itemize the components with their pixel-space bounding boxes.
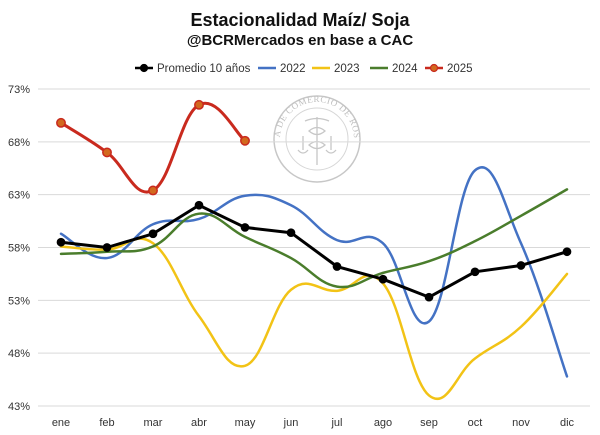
x-tick-label: jun: [283, 417, 299, 429]
legend-label: 2023: [334, 63, 360, 75]
point-promedio-10-a-os: [562, 247, 572, 257]
point-promedio-10-a-os: [516, 261, 526, 270]
legend: Promedio 10 años 2022 2023 2024 2025: [135, 63, 473, 75]
legend-marker: [139, 63, 149, 73]
x-tick-label: may: [235, 417, 256, 429]
y-axis: 43% 48% 53% 58% 63% 68% 73%: [8, 84, 30, 413]
series-line-promedio-10-a-os: [59, 203, 569, 299]
x-tick-label: feb: [99, 417, 114, 429]
point-promedio-10-a-os: [102, 243, 112, 252]
series-line-2022: [59, 166, 569, 378]
point-promedio-10-a-os: [148, 229, 158, 239]
x-tick-label: sep: [420, 417, 438, 429]
point-2025: [194, 99, 204, 110]
x-tick-label: ene: [52, 417, 70, 429]
point-promedio-10-a-os: [470, 267, 480, 277]
y-tick-label: 73%: [8, 84, 30, 96]
caduceus-icon: [297, 117, 337, 165]
y-tick-label: 63%: [8, 190, 30, 202]
y-tick-label: 43%: [8, 401, 30, 413]
x-tick-label: abr: [191, 417, 207, 429]
x-tick-label: oct: [468, 417, 483, 429]
point-promedio-10-a-os: [194, 200, 204, 210]
point-promedio-10-a-os: [424, 292, 434, 302]
point-promedio-10-a-os: [286, 228, 296, 238]
x-tick-label: jul: [330, 417, 342, 429]
chart-title: Estacionalidad Maíz/ Soja: [190, 10, 410, 30]
series-line-2025: [59, 101, 247, 194]
y-tick-label: 53%: [8, 295, 30, 307]
grid: [38, 88, 590, 407]
point-promedio-10-a-os: [240, 223, 250, 232]
point-2025: [148, 185, 158, 196]
legend-label: 2025: [447, 63, 473, 75]
legend-label: 2022: [280, 63, 306, 75]
series-line-2023: [59, 237, 569, 400]
series-markers: [56, 99, 572, 302]
y-tick-label: 68%: [8, 137, 30, 149]
legend-marker: [429, 63, 439, 73]
y-tick-label: 58%: [8, 243, 30, 255]
chart-subtitle: @BCRMercados en base a CAC: [187, 32, 414, 49]
legend-label: Promedio 10 años: [157, 63, 251, 75]
legend-item-2024: 2024: [370, 63, 418, 75]
legend-label: 2024: [392, 63, 418, 75]
x-axis: ene feb mar abr may jun jul ago sep oct nov dic: [52, 417, 575, 429]
point-promedio-10-a-os: [332, 262, 342, 271]
legend-item-2023: 2023: [312, 63, 360, 75]
point-2025: [102, 147, 112, 158]
point-2025: [56, 117, 66, 128]
x-tick-label: dic: [560, 417, 575, 429]
x-tick-label: mar: [144, 417, 163, 429]
series-line-2024: [59, 188, 569, 289]
legend-item-2025: 2025: [425, 63, 473, 75]
point-2025: [240, 135, 250, 146]
point-promedio-10-a-os: [378, 274, 388, 284]
x-tick-label: ago: [374, 417, 392, 429]
x-tick-label: nov: [512, 417, 530, 429]
legend-item-promedio-10-a-os: Promedio 10 años: [135, 63, 251, 75]
y-tick-label: 48%: [8, 348, 30, 360]
point-promedio-10-a-os: [56, 237, 66, 247]
legend-item-2022: 2022: [258, 63, 306, 75]
